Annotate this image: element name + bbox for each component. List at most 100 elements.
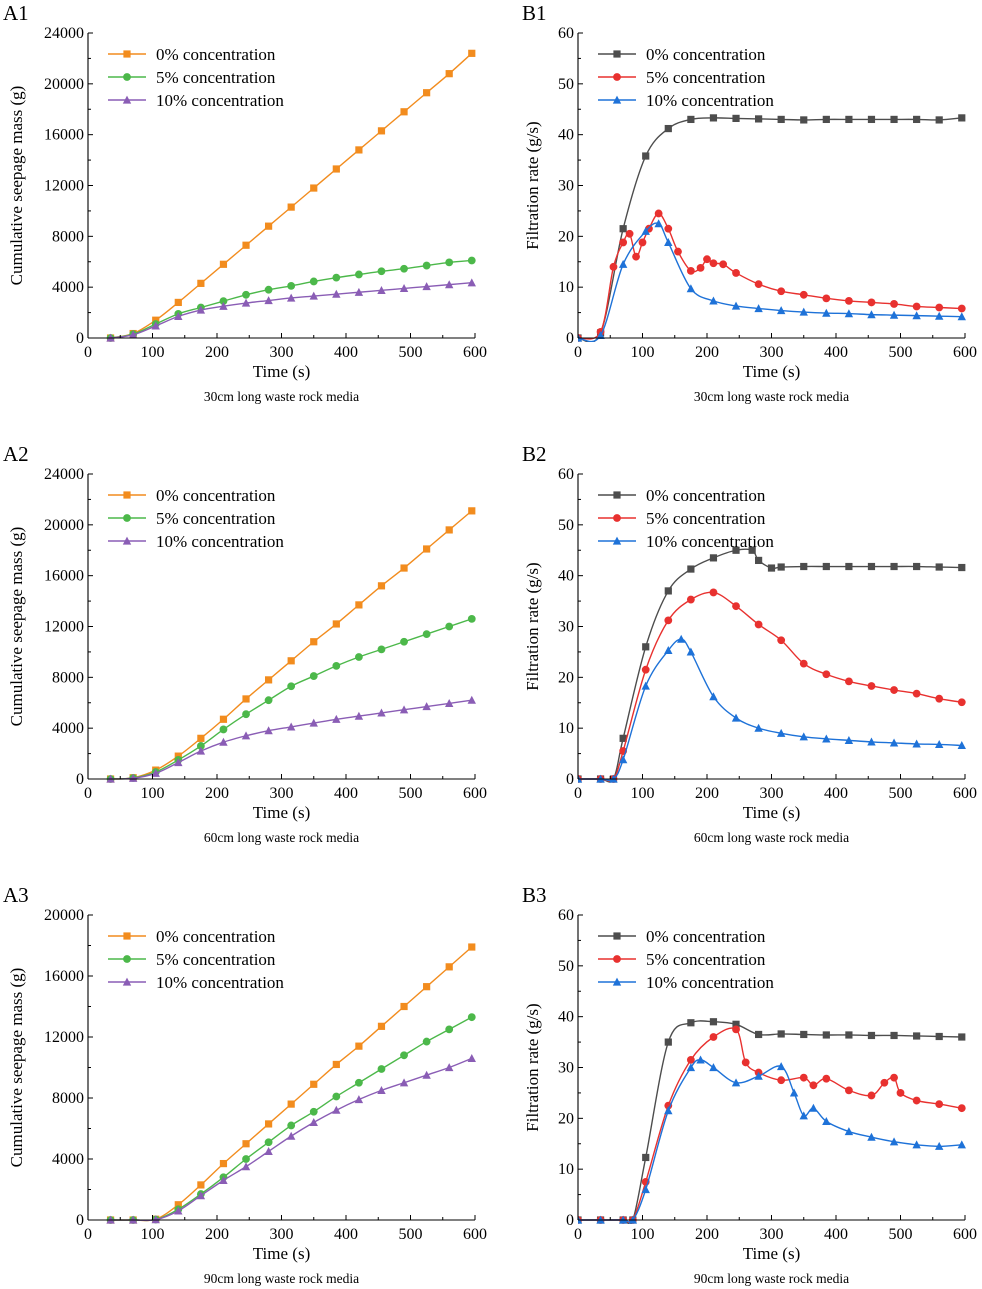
data-point [287,281,296,290]
data-point [732,546,740,554]
y-tick-label: 24000 [44,466,84,483]
x-axis-title: Time (s) [743,362,800,381]
y-tick-label: 4000 [52,279,84,296]
y-tick-label: 20000 [44,907,84,924]
data-point [310,184,318,192]
data-point [219,260,228,268]
x-axis-title: Time (s) [253,1244,310,1263]
data-point [355,601,363,609]
data-point [332,273,341,282]
data-point [377,1022,386,1030]
data-point [845,562,853,571]
y-tick-label: 50 [558,958,574,975]
data-point [867,1091,876,1100]
y-tick-label: 50 [558,76,574,93]
y-axis-title: Filtration rate (g/s) [523,562,542,690]
data-point [355,1078,363,1087]
y-tick-label: 60 [558,466,574,483]
data-point [822,562,830,571]
data-point [468,943,476,951]
x-tick-label: 600 [953,1226,977,1243]
y-tick-label: 30 [558,619,574,636]
legend-marker [613,514,621,522]
legend-label: 10% concentration [156,973,284,992]
panel-label: B3 [522,883,547,907]
data-point [618,259,628,268]
data-point [686,647,696,656]
data-point [399,705,409,714]
data-point [957,1104,966,1113]
series-3 [578,634,966,783]
data-point [264,1138,273,1147]
data-point [310,1080,318,1088]
y-tick-label: 12000 [44,178,84,195]
data-point [641,665,650,674]
x-tick-label: 0 [574,344,582,361]
legend-marker [123,514,131,522]
x-axis-title: Time (s) [253,362,310,381]
data-point [709,554,718,562]
data-point [642,1153,650,1162]
data-point [867,298,876,307]
y-tick-label: 0 [76,771,84,788]
data-point [664,645,673,654]
x-tick-label: 400 [824,1226,848,1243]
data-point [912,1096,921,1105]
chart-b1: B1 0 100 200 300 400 500 600 0 10 20 30 40 50 60 Time (… [522,1,977,404]
y-axis-title: Cumulative seepage mass (g) [7,968,26,1168]
x-tick-label: 300 [760,344,784,361]
data-point [844,735,854,744]
data-point [935,740,944,749]
data-point [776,1062,786,1071]
data-point [264,696,273,705]
y-tick-label: 10 [558,720,574,737]
y-axis-title: Filtration rate (g/s) [523,121,542,249]
data-point [845,1031,853,1039]
x-tick-label: 0 [574,785,582,802]
x-tick-label: 300 [760,1226,784,1243]
data-point [445,963,453,971]
y-tick-label: 40 [558,568,574,585]
chart-a2: A2 0 100 200 300 400 500 600 0 4000 8000 12000 16000… [3,442,487,845]
data-point [219,1159,228,1168]
data-point [845,296,853,305]
data-point [377,645,386,654]
data-point [174,758,183,767]
data-point [355,146,363,154]
data-point [242,710,250,719]
data-point [399,284,409,293]
data-point [935,311,944,320]
data-point [696,263,705,272]
x-tick-label: 300 [760,785,784,802]
x-tick-label: 600 [953,344,977,361]
data-point [196,305,206,314]
data-point [287,1100,295,1108]
y-tick-label: 12000 [44,1029,84,1046]
data-point [309,672,318,680]
data-point [935,694,944,703]
series-1 [106,943,476,1224]
data-point [445,70,453,78]
y-tick-label: 40 [558,127,574,144]
legend-label: 0% concentration [646,486,766,505]
legend-marker [613,50,621,58]
data-point [709,114,718,122]
data-point [264,1146,273,1155]
x-tick-label: 500 [399,344,423,361]
data-point [912,689,921,698]
data-point [309,1107,318,1116]
data-point [719,260,728,269]
data-point [709,692,718,701]
data-point [800,562,808,571]
legend-marker [613,932,621,940]
data-point [619,734,627,742]
data-point [625,229,634,238]
y-axis-title: Filtration rate (g/s) [523,1003,542,1131]
y-tick-label: 4000 [52,720,84,737]
legend-label: 5% concentration [646,950,766,969]
data-point [664,1038,672,1046]
series-line [110,618,473,780]
data-point [241,731,251,740]
data-point [709,296,718,305]
